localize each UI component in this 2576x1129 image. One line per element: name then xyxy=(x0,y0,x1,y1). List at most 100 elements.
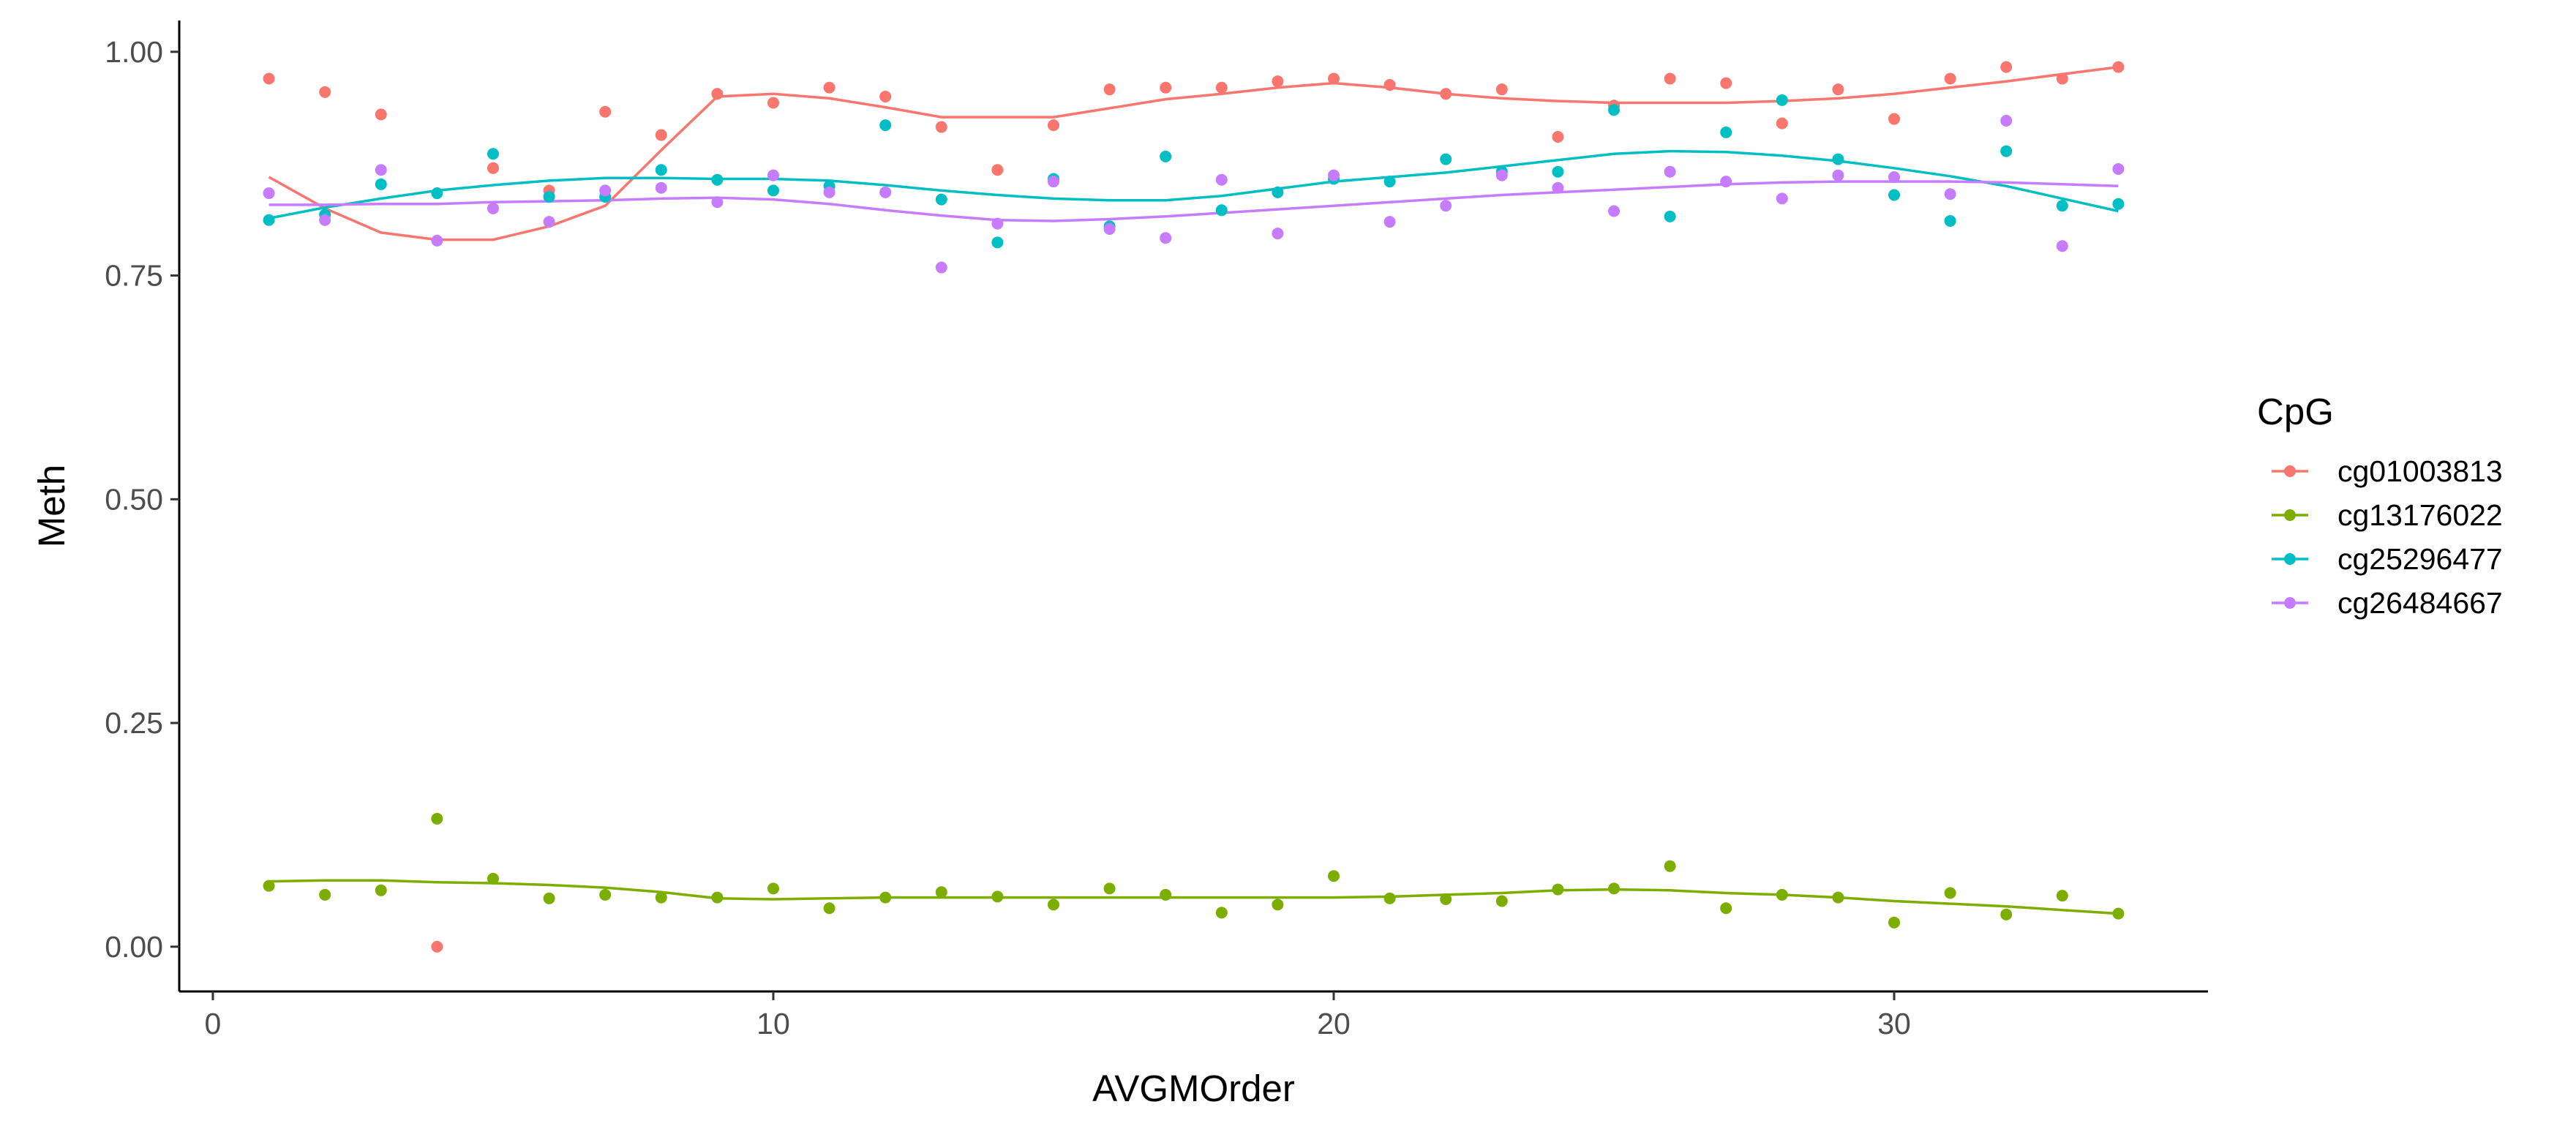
point-cg13176022 xyxy=(2056,890,2068,902)
point-cg26484667 xyxy=(375,164,387,176)
point-cg26484667 xyxy=(487,202,499,214)
point-cg26484667 xyxy=(543,216,555,228)
point-cg25296477 xyxy=(2112,198,2125,210)
legend-title: CpG xyxy=(2257,391,2334,432)
point-cg26484667 xyxy=(1160,232,1172,244)
point-cg13176022 xyxy=(1495,895,1508,907)
point-cg13176022 xyxy=(1664,860,1676,872)
point-cg01003813 xyxy=(1944,72,1956,85)
point-cg26484667 xyxy=(1328,169,1340,181)
point-cg26484667 xyxy=(991,217,1004,230)
point-cg01003813 xyxy=(375,108,387,121)
point-cg26484667 xyxy=(1272,228,1284,240)
point-cg13176022 xyxy=(599,888,612,901)
y-axis-title: Meth xyxy=(31,465,72,547)
smooth-line-cg13176022 xyxy=(269,879,2119,915)
x-tick-label: 30 xyxy=(1877,1007,1911,1040)
point-cg01003813 xyxy=(1160,81,1172,94)
point-cg01003813 xyxy=(879,90,892,102)
point-cg25296477 xyxy=(2056,200,2068,212)
point-cg13176022 xyxy=(879,891,892,904)
smooth-lines xyxy=(268,65,2119,915)
point-cg01003813 xyxy=(1328,72,1340,85)
point-cg13176022 xyxy=(431,812,443,825)
point-cg01003813 xyxy=(319,86,331,98)
point-cg25296477 xyxy=(655,164,667,176)
point-cg26484667 xyxy=(655,181,667,194)
point-cg01003813 xyxy=(1888,113,1901,125)
point-cg25296477 xyxy=(935,193,947,206)
legend-key-point xyxy=(2284,465,2296,477)
point-cg26484667 xyxy=(263,187,275,200)
point-cg25296477 xyxy=(1272,186,1284,198)
axes xyxy=(178,20,2208,993)
point-cg13176022 xyxy=(1103,882,1116,895)
x-tick-label: 20 xyxy=(1317,1007,1351,1040)
point-cg13176022 xyxy=(1720,902,1732,915)
point-cg25296477 xyxy=(1552,165,1564,178)
point-cg26484667 xyxy=(1047,176,1059,188)
point-cg13176022 xyxy=(1328,870,1340,882)
point-cg13176022 xyxy=(263,879,275,892)
y-tick-label: 0.00 xyxy=(105,930,163,964)
point-cg25296477 xyxy=(2000,145,2013,157)
point-cg26484667 xyxy=(1720,176,1732,188)
point-cg25296477 xyxy=(1832,153,1844,165)
point-cg26484667 xyxy=(1440,200,1452,212)
point-cg01003813 xyxy=(599,105,612,118)
point-cg25296477 xyxy=(375,178,387,190)
point-cg26484667 xyxy=(319,214,331,226)
point-cg01003813 xyxy=(767,97,779,109)
point-cg25296477 xyxy=(991,236,1004,249)
point-cg25296477 xyxy=(1944,214,1956,227)
point-cg01003813 xyxy=(1103,83,1116,96)
legend-key-point xyxy=(2284,553,2296,565)
y-ticks: 0.00 0.25 0.50 0.75 1.00 xyxy=(105,35,179,964)
point-cg13176022 xyxy=(1160,888,1172,901)
point-cg26484667 xyxy=(1664,165,1676,178)
point-cg13176022 xyxy=(823,902,835,915)
point-cg01003813 xyxy=(1720,77,1732,89)
point-cg01003813 xyxy=(1832,83,1844,96)
point-cg13176022 xyxy=(1552,883,1564,896)
point-cg26484667 xyxy=(823,186,835,198)
point-cg01003813 xyxy=(823,81,835,94)
x-ticks: 0 10 20 30 xyxy=(205,991,1911,1040)
point-cg26484667 xyxy=(1776,192,1788,205)
point-cg25296477 xyxy=(1160,150,1172,162)
point-cg26484667 xyxy=(431,234,443,247)
data-points xyxy=(263,61,2125,953)
point-cg26484667 xyxy=(1944,188,1956,200)
point-cg01003813 xyxy=(655,129,667,141)
point-cg26484667 xyxy=(2112,163,2125,176)
point-cg25296477 xyxy=(1608,104,1621,116)
point-cg01003813 xyxy=(1215,81,1228,94)
point-cg13176022 xyxy=(1440,893,1452,906)
point-cg26484667 xyxy=(1495,169,1508,181)
point-cg25296477 xyxy=(1776,94,1788,106)
point-cg26484667 xyxy=(1215,173,1228,186)
point-cg26484667 xyxy=(1383,216,1396,228)
point-cg01003813 xyxy=(1664,72,1676,85)
point-cg26484667 xyxy=(2056,240,2068,252)
point-cg25296477 xyxy=(879,119,892,132)
point-cg13176022 xyxy=(1215,907,1228,919)
point-cg01003813 xyxy=(1495,83,1508,96)
point-cg01003813 xyxy=(2112,61,2125,73)
point-cg13176022 xyxy=(991,890,1004,903)
point-cg01003813 xyxy=(1552,130,1564,143)
point-cg26484667 xyxy=(1832,169,1844,181)
point-cg26484667 xyxy=(767,169,779,181)
point-cg13176022 xyxy=(1888,916,1901,929)
x-tick-label: 0 xyxy=(205,1007,222,1040)
point-cg13176022 xyxy=(1383,892,1396,904)
point-cg13176022 xyxy=(1272,899,1284,911)
y-tick-label: 0.50 xyxy=(105,482,163,516)
point-cg13176022 xyxy=(1832,891,1844,904)
point-cg25296477 xyxy=(263,214,275,226)
point-cg13176022 xyxy=(655,891,667,904)
point-cg25296477 xyxy=(1440,153,1452,165)
legend-label: cg25296477 xyxy=(2337,542,2503,576)
